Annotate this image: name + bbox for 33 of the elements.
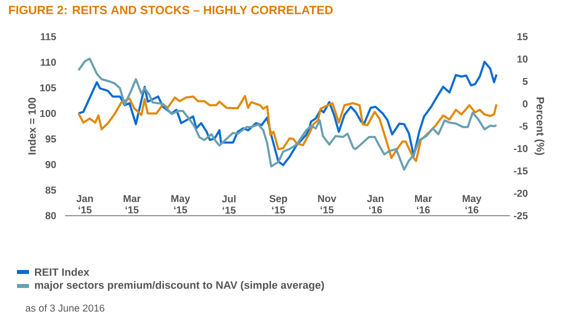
- y2-tick-label: -20: [514, 190, 528, 197]
- y-tick-label: 90: [46, 161, 56, 168]
- y2-tick-label: -25: [514, 212, 528, 220]
- y-axis-title: Index = 100: [28, 98, 36, 154]
- y-tick-label: 115: [40, 33, 56, 40]
- x-tick-label: May ‘15: [171, 195, 190, 214]
- y-tick-label: 85: [45, 186, 56, 194]
- y2-tick-label: -15: [514, 167, 528, 174]
- y-tick-label: 110: [40, 58, 56, 66]
- x-tick-label: Jan ‘16: [366, 195, 384, 214]
- y2-tick-label: -10: [514, 145, 528, 152]
- y-tick-label: 95: [46, 135, 56, 143]
- y2-tick-label: -5: [519, 122, 528, 130]
- legend-label: major sectors premium/discount to NAV (simple average): [34, 280, 324, 291]
- y-tick-label: 105: [40, 84, 56, 92]
- y2-tick-label: 10: [517, 56, 528, 63]
- x-tick-label: Sep ‘15: [269, 195, 288, 214]
- x-tick-label: Mar ‘16: [415, 195, 432, 214]
- y-tick-label: 100: [40, 110, 56, 117]
- x-tick-label: May ‘16: [462, 195, 482, 214]
- line-series: [77, 94, 498, 162]
- x-tick-label: Nov ‘15: [318, 195, 336, 214]
- y2-tick-label: 0: [522, 100, 528, 108]
- y-tick-label: 80: [45, 212, 56, 220]
- y2-axis-title: Percent (%): [534, 98, 544, 155]
- x-tick-label: Jul ‘15: [222, 195, 236, 214]
- x-tick-label: Mar ‘15: [124, 195, 141, 214]
- x-tick-label: Jan ‘15: [76, 195, 93, 214]
- y2-tick-label: 15: [517, 33, 528, 40]
- chart-title: FIGURE 2: REITS AND STOCKS – HIGHLY CORRELATED: [9, 6, 333, 14]
- y2-tick-label: 5: [522, 78, 528, 85]
- legend-label: REIT Index: [34, 268, 90, 276]
- text: as of 3 June 2016: [26, 304, 104, 312]
